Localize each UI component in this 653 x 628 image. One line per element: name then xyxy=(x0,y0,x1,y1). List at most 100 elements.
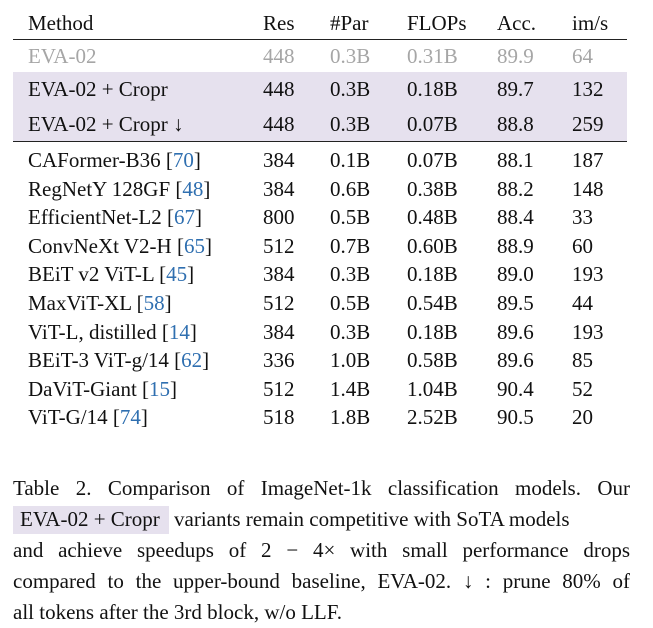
caption-line: EVA-02 + Cropr variants remain competiti… xyxy=(13,504,630,535)
cell-method: EVA-02 + Cropr xyxy=(13,72,263,107)
table-row: BEiT v2 ViT-L [45] 384 0.3B 0.18B 89.0 193 xyxy=(13,260,627,289)
table-row: ViT-G/14 [74] 518 1.8B 2.52B 90.5 20 xyxy=(13,403,627,432)
cell-throughput: 64 xyxy=(572,44,593,68)
cell-accuracy: 89.6 xyxy=(497,348,534,373)
cell-method: RegNetY 128GF [48] xyxy=(28,176,211,201)
model-name: EfficientNet-L2 xyxy=(28,205,162,230)
table-row: MaxViT-XL [58] 512 0.5B 0.54B 89.5 44 xyxy=(13,289,627,318)
model-name: ViT-G/14 xyxy=(28,405,108,430)
table-row: ConvNeXt V2-H [65] 512 0.7B 0.60B 88.9 60 xyxy=(13,232,627,261)
cell-params: 0.3B xyxy=(330,44,371,68)
citation-link[interactable]: 58 xyxy=(143,290,165,315)
cell-throughput: 132 xyxy=(572,72,627,107)
cell-accuracy: 90.4 xyxy=(497,376,534,401)
cell-method: EfficientNet-L2 [67] xyxy=(28,205,202,230)
table-row: BEiT-3 ViT-g/14 [62] 336 1.0B 0.58B 89.6 85 xyxy=(13,346,627,375)
caption-line: and achieve speedups of 2 − 4× with smal… xyxy=(13,538,630,562)
cell-throughput: 52 xyxy=(572,376,593,401)
caption-line: Table 2. Comparison of ImageNet-1k class… xyxy=(13,476,630,500)
cell-flops: 0.07B xyxy=(407,106,497,142)
cell-accuracy: 88.9 xyxy=(497,233,534,258)
model-name: ViT-L, distilled xyxy=(28,319,157,344)
cell-params: 1.0B xyxy=(330,348,371,373)
table-row: EfficientNet-L2 [67] 800 0.5B 0.48B 88.4 33 xyxy=(13,203,627,232)
model-name: CAFormer-B36 xyxy=(28,148,161,172)
cell-res: 448 xyxy=(263,44,295,68)
header-method: Method xyxy=(28,11,94,35)
cell-flops: 0.18B xyxy=(407,72,497,107)
cell-res: 384 xyxy=(263,148,295,172)
cell-flops: 0.54B xyxy=(407,290,458,315)
cropr-pruned-row: EVA-02 + Cropr ↓ 448 0.3B 0.07B 88.8 259 xyxy=(13,106,627,142)
cell-method: ConvNeXt V2-H [65] xyxy=(28,233,212,258)
cell-accuracy: 89.5 xyxy=(497,290,534,315)
cell-method: CAFormer-B36 [70] xyxy=(28,148,201,172)
cell-params: 0.3B xyxy=(330,319,371,344)
header-accuracy: Acc. xyxy=(497,11,537,35)
header-res: Res xyxy=(263,11,295,35)
cell-params: 0.7B xyxy=(330,233,371,258)
cell-accuracy: 90.5 xyxy=(497,405,534,430)
cell-flops: 0.60B xyxy=(407,233,458,258)
cell-res: 336 xyxy=(263,348,295,373)
cell-params: 0.3B xyxy=(330,262,371,287)
model-name: ConvNeXt V2-H xyxy=(28,233,172,258)
citation-link[interactable]: 15 xyxy=(149,376,171,401)
model-name: DaViT-Giant xyxy=(28,376,137,401)
cell-flops: 0.07B xyxy=(407,148,458,172)
cell-res: 800 xyxy=(263,205,295,230)
cell-accuracy: 88.2 xyxy=(497,176,534,201)
citation-link[interactable]: 65 xyxy=(183,233,205,258)
cell-res: 512 xyxy=(263,376,295,401)
caption-line: all tokens after the 3rd block, w/o LLF. xyxy=(13,600,342,624)
cropr-row: EVA-02 + Cropr 448 0.3B 0.18B 89.7 132 xyxy=(13,72,627,107)
cell-throughput: 60 xyxy=(572,233,593,258)
cell-method: MaxViT-XL [58] xyxy=(28,290,172,315)
cell-accuracy: 88.4 xyxy=(497,205,534,230)
citation-link[interactable]: 74 xyxy=(119,405,141,430)
cell-res: 448 xyxy=(263,106,330,142)
cell-params: 1.4B xyxy=(330,376,371,401)
cell-accuracy: 89.7 xyxy=(497,72,572,107)
citation-link[interactable]: 48 xyxy=(182,176,204,201)
header-flops: FLOPs xyxy=(407,11,467,35)
cell-accuracy: 88.1 xyxy=(497,148,534,172)
cell-throughput: 187 xyxy=(572,148,604,172)
cell-throughput: 193 xyxy=(572,262,604,287)
model-name: BEiT-3 ViT-g/14 xyxy=(28,348,169,373)
cell-throughput: 193 xyxy=(572,319,604,344)
cell-flops: 0.58B xyxy=(407,348,458,373)
cell-params: 0.6B xyxy=(330,176,371,201)
citation-link[interactable]: 45 xyxy=(166,262,188,287)
cell-flops: 0.18B xyxy=(407,319,458,344)
cell-flops: 0.38B xyxy=(407,176,458,201)
cell-res: 512 xyxy=(263,233,295,258)
citation-link[interactable]: 70 xyxy=(172,148,194,172)
comparison-table-container: Method Res #Par FLOPs Acc. im/s EVA-02 4… xyxy=(13,8,627,432)
cell-flops: 2.52B xyxy=(407,405,458,430)
cell-method: BEiT-3 ViT-g/14 [62] xyxy=(28,348,210,373)
cell-flops: 0.31B xyxy=(407,44,458,68)
table-row: RegNetY 128GF [48] 384 0.6B 0.38B 88.2 148 xyxy=(13,175,627,204)
cell-throughput: 20 xyxy=(572,405,593,430)
cell-accuracy: 89.6 xyxy=(497,319,534,344)
baseline-row: EVA-02 448 0.3B 0.31B 89.9 64 xyxy=(13,40,627,73)
cell-method: BEiT v2 ViT-L [45] xyxy=(28,262,195,287)
caption-method-highlight: EVA-02 + Cropr xyxy=(13,506,169,534)
cell-method: ViT-L, distilled [14] xyxy=(28,319,197,344)
cell-res: 518 xyxy=(263,405,295,430)
cell-flops: 0.18B xyxy=(407,262,458,287)
citation-link[interactable]: 67 xyxy=(173,205,195,230)
citation-link[interactable]: 14 xyxy=(168,319,190,344)
caption-text: variants remain competitive with SoTA mo… xyxy=(168,507,570,531)
cell-res: 384 xyxy=(263,319,295,344)
table-caption: Table 2. Comparison of ImageNet-1k class… xyxy=(13,473,630,628)
cell-method: DaViT-Giant [15] xyxy=(28,376,178,401)
cell-params: 0.5B xyxy=(330,205,371,230)
cell-flops: 0.48B xyxy=(407,205,458,230)
cell-params: 0.5B xyxy=(330,290,371,315)
header-throughput: im/s xyxy=(572,11,609,35)
cell-throughput: 148 xyxy=(572,176,604,201)
citation-link[interactable]: 62 xyxy=(181,348,203,373)
model-name: BEiT v2 ViT-L xyxy=(28,262,154,287)
